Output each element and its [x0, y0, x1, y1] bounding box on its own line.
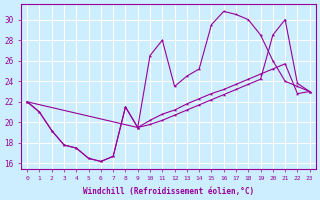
X-axis label: Windchill (Refroidissement éolien,°C): Windchill (Refroidissement éolien,°C) — [83, 187, 254, 196]
